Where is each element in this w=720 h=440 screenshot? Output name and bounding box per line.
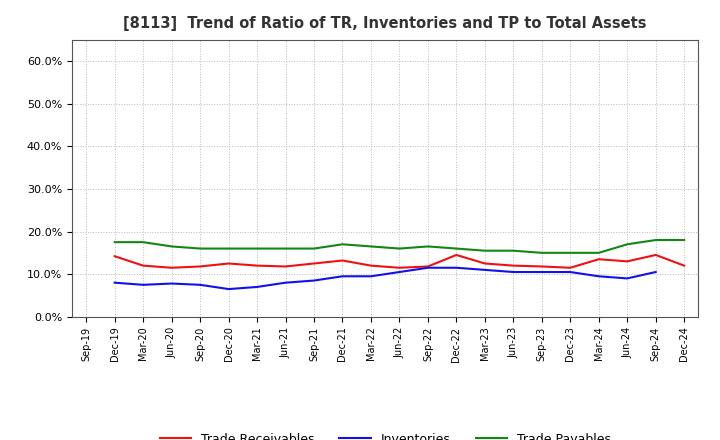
Inventories [110,280,119,285]
Inventories [167,281,176,286]
Trade Receivables [395,265,404,271]
Trade Receivables [566,265,575,271]
Inventories [452,265,461,271]
Trade Receivables [167,265,176,271]
Trade Receivables [480,261,489,266]
Title: [8113]  Trend of Ratio of TR, Inventories and TP to Total Assets: [8113] Trend of Ratio of TR, Inventories… [123,16,647,32]
Trade Receivables [225,261,233,266]
Trade Receivables [110,253,119,259]
Trade Receivables [338,258,347,263]
Trade Receivables [680,263,688,268]
Trade Payables [680,238,688,243]
Trade Receivables [509,263,518,268]
Trade Payables [452,246,461,251]
Trade Payables [480,248,489,253]
Inventories [310,278,318,283]
Trade Payables [196,246,204,251]
Trade Receivables [595,257,603,262]
Inventories [196,282,204,287]
Inventories [282,280,290,285]
Inventories [509,269,518,275]
Inventories [139,282,148,287]
Trade Payables [595,250,603,256]
Inventories [566,269,575,275]
Trade Payables [338,242,347,247]
Inventories [338,274,347,279]
Inventories [225,286,233,292]
Inventories [595,274,603,279]
Trade Payables [537,250,546,256]
Trade Receivables [366,263,375,268]
Trade Payables [282,246,290,251]
Trade Payables [310,246,318,251]
Inventories [652,269,660,275]
Trade Payables [366,244,375,249]
Line: Trade Payables: Trade Payables [114,240,684,253]
Inventories [366,274,375,279]
Inventories [423,265,432,271]
Trade Receivables [623,259,631,264]
Inventories [253,284,261,290]
Trade Receivables [423,264,432,269]
Trade Payables [139,239,148,245]
Inventories [395,269,404,275]
Trade Payables [623,242,631,247]
Trade Receivables [139,263,148,268]
Trade Receivables [652,252,660,257]
Inventories [623,276,631,281]
Trade Payables [509,248,518,253]
Trade Payables [110,239,119,245]
Trade Receivables [452,252,461,257]
Line: Inventories: Inventories [114,268,656,289]
Trade Payables [253,246,261,251]
Trade Payables [167,244,176,249]
Legend: Trade Receivables, Inventories, Trade Payables: Trade Receivables, Inventories, Trade Pa… [155,429,616,440]
Trade Payables [652,238,660,243]
Trade Payables [395,246,404,251]
Inventories [537,269,546,275]
Trade Receivables [537,264,546,269]
Line: Trade Receivables: Trade Receivables [114,255,684,268]
Trade Payables [423,244,432,249]
Trade Payables [566,250,575,256]
Trade Receivables [282,264,290,269]
Trade Payables [225,246,233,251]
Trade Receivables [253,263,261,268]
Trade Receivables [310,261,318,266]
Inventories [480,267,489,272]
Trade Receivables [196,264,204,269]
